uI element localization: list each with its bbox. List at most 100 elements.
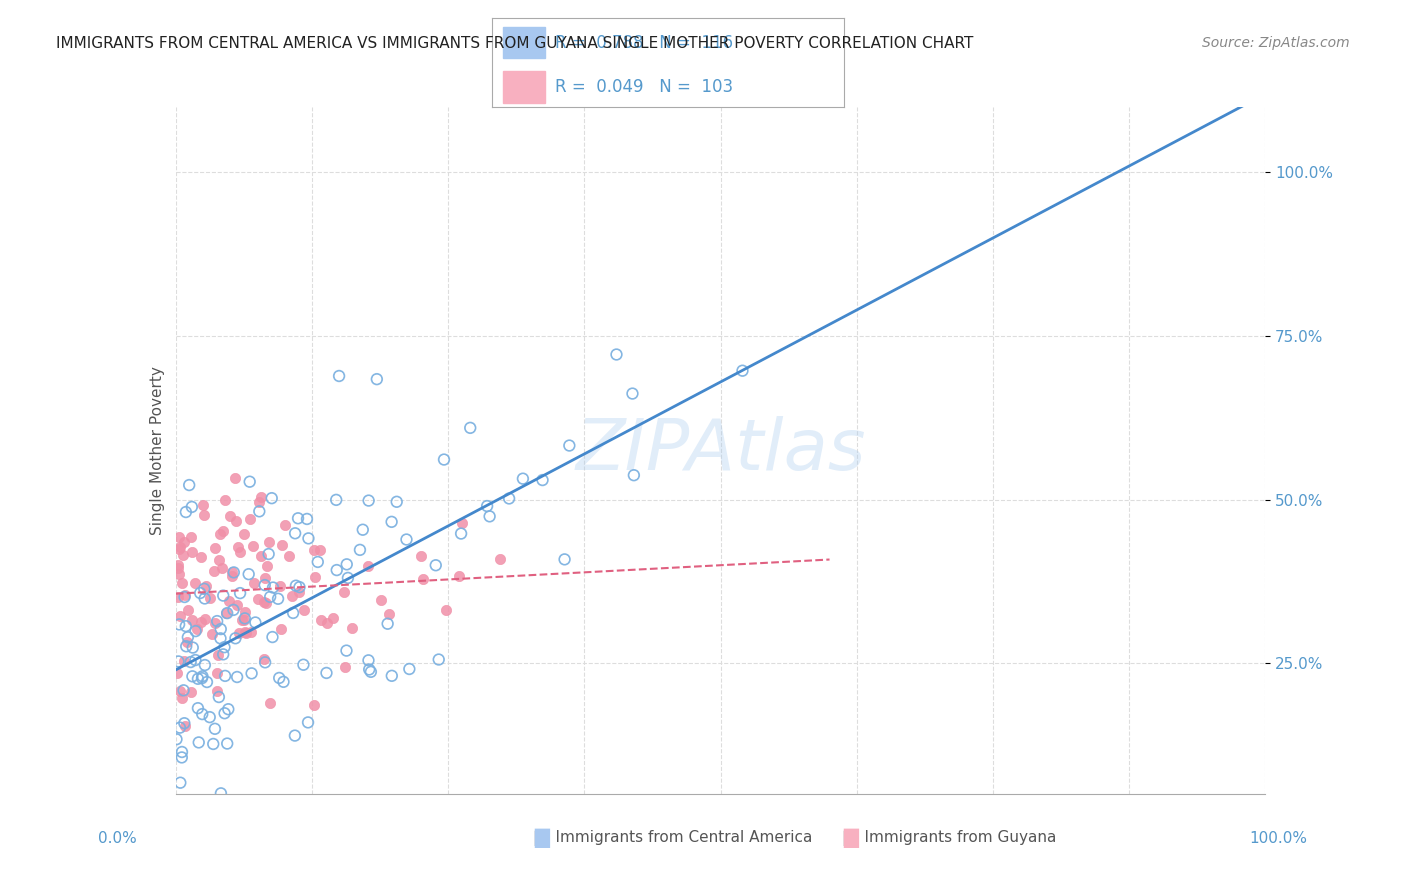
Point xyxy=(198,710,221,724)
Point xyxy=(295,512,318,526)
Point xyxy=(250,549,273,563)
Point xyxy=(253,595,276,609)
Text: █  Immigrants from Central America: █ Immigrants from Central America xyxy=(534,830,813,847)
Text: 100.0%: 100.0% xyxy=(1250,831,1308,846)
Point xyxy=(232,526,254,541)
Point xyxy=(274,518,297,533)
Point xyxy=(187,672,209,686)
Point xyxy=(370,592,392,607)
Point xyxy=(233,613,256,627)
Point xyxy=(269,671,291,685)
Point xyxy=(381,669,404,683)
Point xyxy=(167,590,190,604)
Point xyxy=(411,549,433,563)
Point xyxy=(181,669,204,683)
Point xyxy=(187,735,209,749)
Point xyxy=(173,654,195,668)
Point xyxy=(170,750,193,764)
Point xyxy=(253,652,276,666)
Point xyxy=(233,605,256,619)
Point xyxy=(195,675,218,690)
Bar xyxy=(503,27,546,58)
Point xyxy=(395,533,418,547)
Point xyxy=(378,607,401,621)
Point xyxy=(281,590,304,604)
Point xyxy=(184,624,207,639)
Point xyxy=(233,611,256,625)
Point xyxy=(478,509,501,524)
Point xyxy=(209,527,232,541)
Point xyxy=(433,452,456,467)
Point xyxy=(377,616,399,631)
Point xyxy=(238,567,260,582)
Point xyxy=(184,653,207,667)
Point xyxy=(212,524,235,538)
Point xyxy=(169,775,191,789)
Point xyxy=(169,721,191,735)
Point xyxy=(284,729,307,743)
Point xyxy=(262,630,284,644)
Point xyxy=(176,603,198,617)
Point xyxy=(307,555,329,569)
Point xyxy=(209,632,232,646)
Point xyxy=(254,656,277,670)
Text: █: █ xyxy=(534,829,550,848)
Point xyxy=(309,542,332,557)
Point xyxy=(191,669,214,683)
Point xyxy=(284,579,307,593)
Point xyxy=(425,558,447,573)
Point xyxy=(180,655,202,669)
Point xyxy=(170,750,193,764)
Point xyxy=(184,653,207,667)
Point xyxy=(228,626,250,640)
Point xyxy=(211,561,233,575)
Point xyxy=(195,675,218,690)
Point xyxy=(193,582,215,596)
Point xyxy=(167,655,190,669)
Point xyxy=(256,559,278,574)
Point xyxy=(450,526,472,541)
Point xyxy=(605,347,627,361)
Point xyxy=(176,634,198,648)
Point xyxy=(292,657,315,672)
Point xyxy=(221,565,243,579)
Point xyxy=(225,598,247,612)
Point xyxy=(173,716,195,731)
Point xyxy=(288,584,311,599)
Point xyxy=(269,579,291,593)
Point xyxy=(249,490,271,504)
Point xyxy=(174,505,197,519)
Point xyxy=(212,589,235,603)
Point xyxy=(554,552,576,566)
Point xyxy=(169,684,191,698)
Point xyxy=(267,591,290,606)
Text: R =  0.788   N =  116: R = 0.788 N = 116 xyxy=(555,34,734,52)
Point xyxy=(297,532,319,546)
Point xyxy=(212,648,235,662)
Point xyxy=(451,516,474,530)
Point xyxy=(340,621,363,635)
Point xyxy=(214,492,236,507)
Point xyxy=(349,542,371,557)
Point xyxy=(512,472,534,486)
Point xyxy=(224,471,246,485)
Point xyxy=(194,612,217,626)
Point xyxy=(180,500,202,514)
Point xyxy=(173,590,195,604)
Point xyxy=(167,560,190,574)
Point xyxy=(242,539,264,553)
Point xyxy=(173,716,195,731)
Point xyxy=(281,606,304,620)
Point xyxy=(205,614,228,628)
Point xyxy=(166,732,188,747)
Point xyxy=(188,586,211,600)
Point xyxy=(209,786,232,800)
Point xyxy=(281,606,304,620)
Point xyxy=(357,653,380,667)
Point xyxy=(302,698,325,713)
Point xyxy=(167,558,190,573)
Point xyxy=(191,669,214,683)
Point xyxy=(304,570,326,584)
Point xyxy=(731,364,754,378)
Point xyxy=(166,666,188,681)
